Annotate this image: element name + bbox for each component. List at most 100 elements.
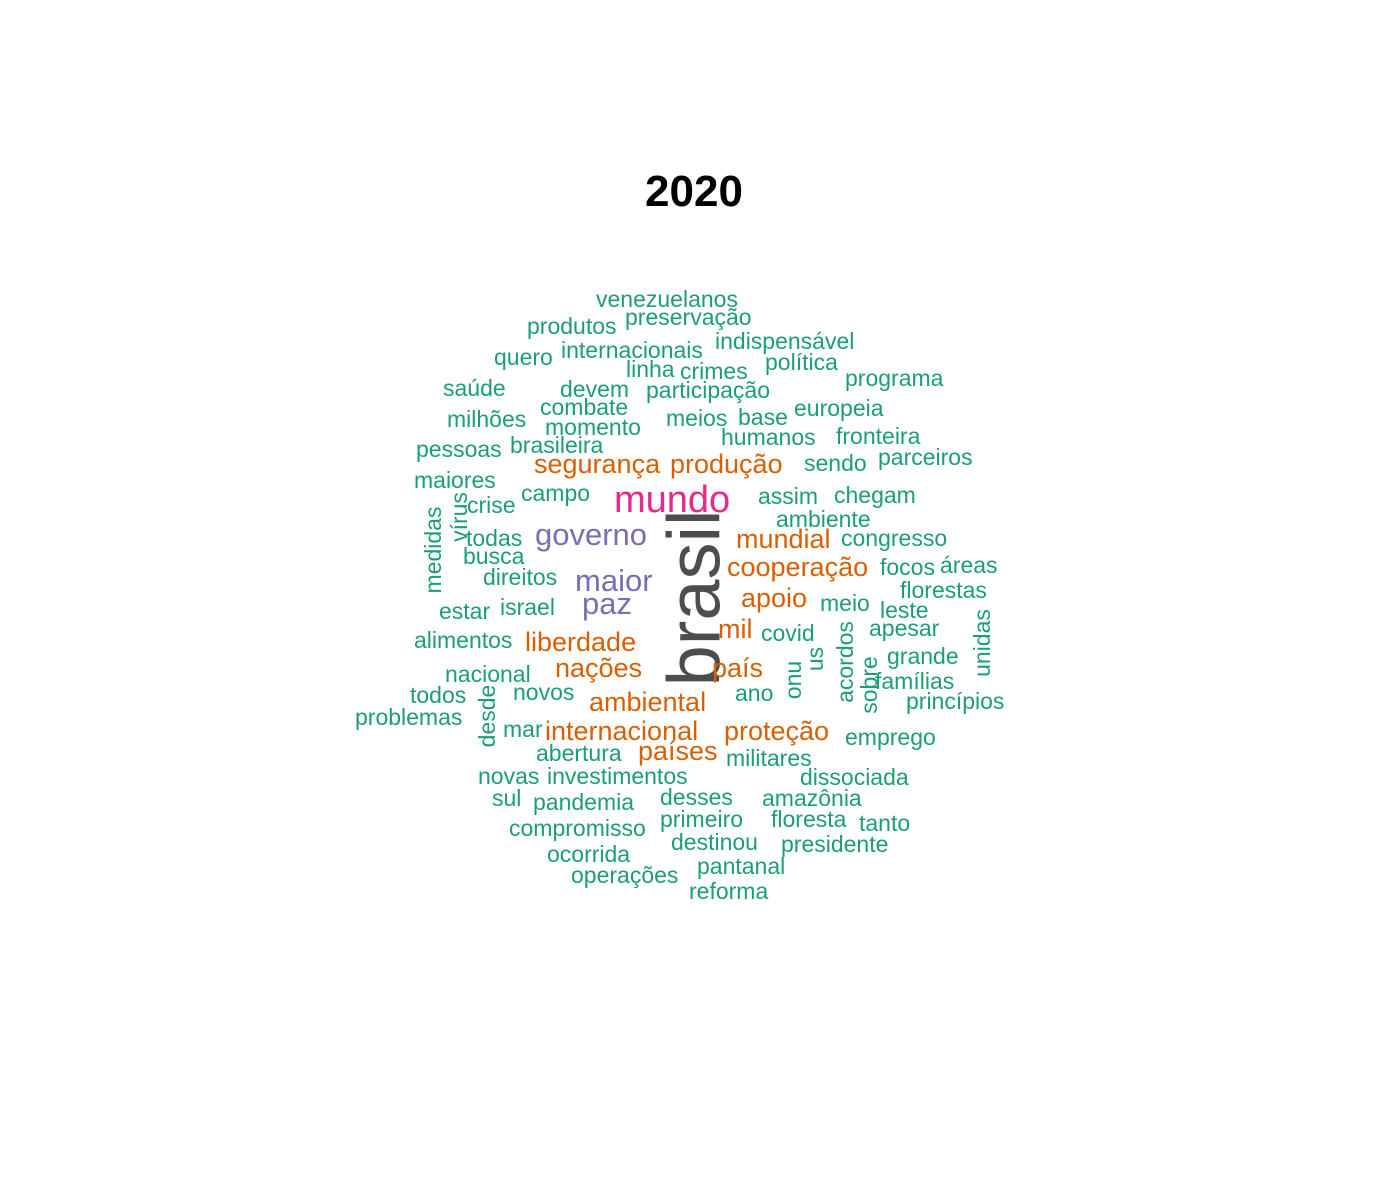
word-47: vírus — [446, 492, 472, 542]
word-78: problemas — [355, 704, 462, 730]
word-67: us — [802, 647, 828, 671]
word-84: investimentos — [547, 763, 688, 789]
word-79: mar — [503, 716, 543, 742]
word-42: parceiros — [878, 444, 973, 470]
word-1: mundo — [614, 479, 730, 521]
word-90: primeiro — [660, 806, 743, 832]
word-17: países — [638, 736, 718, 766]
word-74: desde — [474, 685, 500, 748]
word-48: crise — [467, 492, 516, 518]
word-91: floresta — [771, 806, 847, 832]
word-71: nacional — [445, 661, 531, 687]
word-94: destinou — [671, 829, 758, 855]
word-59: estar — [439, 598, 490, 624]
word-38: fronteira — [836, 423, 921, 449]
word-54: focos — [880, 554, 935, 580]
word-19: preservação — [625, 304, 752, 330]
word-92: compromisso — [509, 815, 646, 841]
word-88: desses — [660, 784, 733, 810]
word-4: paz — [582, 586, 632, 621]
word-3: maior — [575, 563, 653, 598]
word-98: operações — [571, 862, 678, 888]
word-55: áreas — [940, 552, 998, 578]
word-65: covid — [761, 620, 815, 646]
word-50: ambiente — [776, 506, 871, 532]
word-39: pessoas — [416, 436, 502, 462]
word-36: momento — [545, 414, 641, 440]
chart-title: 2020 — [645, 167, 743, 216]
word-30: participação — [646, 377, 770, 403]
word-96: ocorrida — [547, 841, 630, 867]
word-28: saúde — [443, 375, 506, 401]
word-52: congresso — [841, 525, 947, 551]
word-60: israel — [500, 594, 555, 620]
word-69: onu — [780, 661, 806, 699]
word-41: sendo — [804, 450, 867, 476]
word-82: militares — [726, 745, 812, 771]
word-16: proteção — [724, 716, 829, 746]
word-8: cooperação — [727, 552, 868, 582]
word-85: dissociada — [800, 764, 909, 790]
word-68: grande — [887, 643, 959, 669]
word-46: chegam — [834, 482, 916, 508]
word-70: sobre — [856, 656, 882, 714]
word-95: presidente — [781, 831, 888, 857]
word-57: florestas — [900, 577, 987, 603]
word-89: amazônia — [762, 785, 862, 811]
word-97: pantanal — [697, 853, 785, 879]
word-53: busca — [463, 543, 525, 569]
word-64: acordos — [832, 621, 858, 703]
word-99: reforma — [689, 878, 768, 904]
word-15: internacional — [545, 716, 698, 746]
word-21: indispensável — [715, 328, 854, 354]
word-44: campo — [521, 480, 590, 506]
word-18: venezuelanos — [596, 286, 738, 312]
word-63: apesar — [869, 615, 940, 641]
word-23: internacionais — [561, 337, 703, 363]
word-51: todas — [466, 525, 522, 551]
word-35: base — [738, 404, 788, 430]
word-14: ambiental — [589, 687, 706, 717]
word-20: produtos — [527, 313, 617, 339]
word-5: segurança — [534, 449, 661, 479]
word-40: brasileira — [510, 432, 604, 458]
word-45: assim — [758, 483, 818, 509]
word-12: nações — [555, 653, 642, 683]
word-49: medidas — [420, 507, 446, 594]
word-27: programa — [845, 365, 944, 391]
word-32: europeia — [794, 395, 884, 421]
word-29: devem — [560, 376, 629, 402]
word-56: direitos — [483, 564, 557, 590]
word-80: emprego — [845, 724, 936, 750]
word-72: famílias — [875, 668, 954, 694]
word-0: brasil — [653, 510, 736, 687]
word-10: mil — [718, 614, 753, 644]
word-22: quero — [494, 344, 553, 370]
word-34: meios — [666, 405, 727, 431]
word-76: ano — [735, 680, 773, 706]
word-93: tanto — [859, 810, 910, 836]
word-33: milhões — [447, 406, 526, 432]
word-25: linha — [626, 356, 675, 382]
word-62: unidas — [969, 609, 995, 677]
word-83: novas — [478, 763, 539, 789]
word-26: crimes — [680, 358, 748, 384]
word-75: novos — [513, 679, 574, 705]
word-87: pandemia — [533, 789, 634, 815]
word-77: princípios — [906, 688, 1004, 714]
word-13: país — [712, 653, 763, 683]
word-31: combate — [540, 394, 628, 420]
word-73: todos — [410, 682, 466, 708]
word-86: sul — [492, 785, 521, 811]
word-11: liberdade — [525, 627, 636, 657]
word-43: maiores — [414, 467, 496, 493]
word-66: alimentos — [414, 627, 512, 653]
word-6: produção — [670, 449, 783, 479]
word-2: governo — [535, 517, 647, 552]
word-61: leste — [880, 597, 929, 623]
word-37: humanos — [721, 424, 816, 450]
word-58: meio — [820, 590, 870, 616]
word-9: apoio — [741, 583, 807, 613]
